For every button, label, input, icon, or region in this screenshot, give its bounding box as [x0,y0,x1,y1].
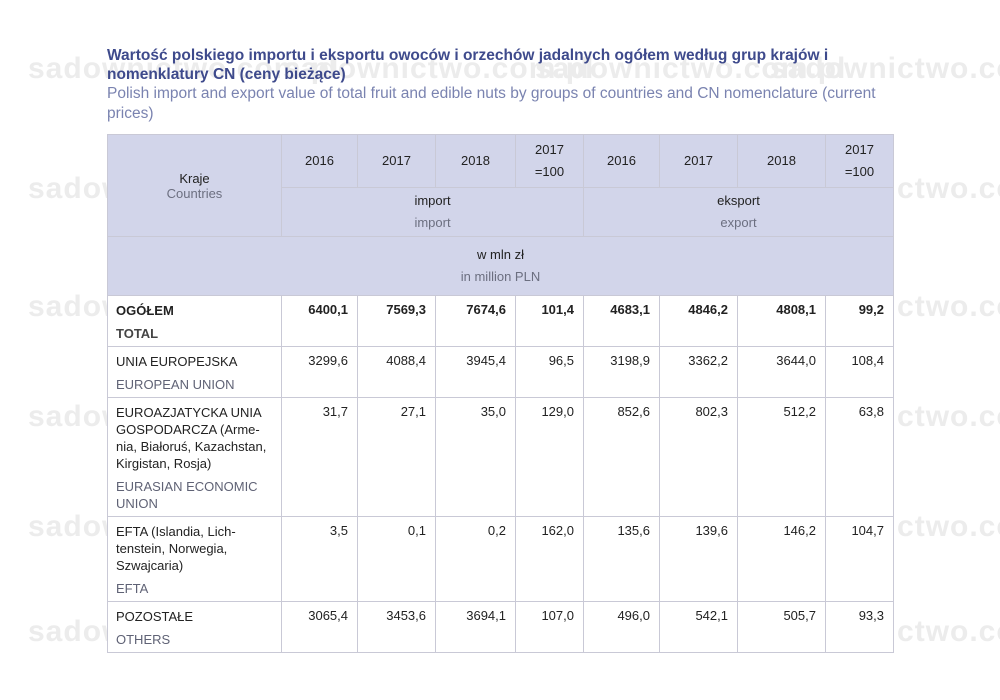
row-label-en: OTHERS [116,632,171,647]
watermark: sadownictwo.com.pl [28,52,340,85]
table-cell: 3198,9 [583,346,660,398]
table-cell: 99,2 [825,295,894,347]
year-header: 2016 [281,134,358,188]
table-cell: 3644,0 [737,346,826,398]
year-header: 2017 [659,134,738,188]
row-label-en: EFTA [116,581,149,596]
table-cell: 27,1 [357,397,436,517]
row-label-pl: EUROAZJATYCKA UNIA GOSPODARCZA (Arme-nia… [116,405,267,471]
table-cell: 107,0 [515,601,584,653]
table-cell: 4088,4 [357,346,436,398]
table-cell: 135,6 [583,516,660,602]
table-cell: 505,7 [737,601,826,653]
table-cell: 4683,1 [583,295,660,347]
index-header: 2017 =100 [515,134,584,188]
row-label: EFTA (Islandia, Lich-tenstein, Norwegia,… [107,516,282,602]
table-cell: 104,7 [825,516,894,602]
table-cell: 96,5 [515,346,584,398]
table-cell: 3945,4 [435,346,516,398]
year-header: 2018 [737,134,826,188]
table-row: UNIA EUROPEJSKA EUROPEAN UNION 3299,6 40… [107,346,894,398]
row-label-pl: POZOSTAŁE [116,609,194,624]
index-header: 2017 =100 [825,134,894,188]
table-cell: 146,2 [737,516,826,602]
year-header: 2018 [435,134,516,188]
table-cell: 101,4 [515,295,584,347]
table-row: EFTA (Islandia, Lich-tenstein, Norwegia,… [107,516,894,602]
countries-header-en: Countries [166,185,223,201]
table-cell: 108,4 [825,346,894,398]
unit-label-pl: w mln zł [477,247,524,262]
table-cell: 3362,2 [659,346,738,398]
table-cell: 162,0 [515,516,584,602]
title-polish: Wartość polskiego importu i eksportu owo… [107,47,829,83]
table-cell: 496,0 [583,601,660,653]
table-cell: 852,6 [583,397,660,517]
row-label: UNIA EUROPEJSKA EUROPEAN UNION [107,346,282,398]
countries-header: Kraje Countries [107,134,282,237]
row-label: EUROAZJATYCKA UNIA GOSPODARCZA (Arme-nia… [107,397,282,517]
watermark: sadownictwo.com.pl [770,52,1000,85]
table-cell: 139,6 [659,516,738,602]
table-container: Wartość polskiego importu i eksportu owo… [107,46,894,653]
table-row: POZOSTAŁE OTHERS 3065,4 3453,6 3694,1 10… [107,601,894,653]
table-cell: 7674,6 [435,295,516,347]
table-cell: 3694,1 [435,601,516,653]
unit-label-en: in million PLN [460,269,541,284]
table-row: EUROAZJATYCKA UNIA GOSPODARCZA (Arme-nia… [107,397,894,517]
row-label: POZOSTAŁE OTHERS [107,601,282,653]
watermark: sadownictwo.com.pl [535,52,847,85]
row-label-pl: EFTA (Islandia, Lich-tenstein, Norwegia,… [116,524,236,573]
table-cell: 512,2 [737,397,826,517]
import-group-header: import import [281,187,584,237]
data-table: Kraje Countries 2016 2017 2018 2017 =100… [107,134,894,653]
table-cell: 6400,1 [281,295,358,347]
table-cell: 3,5 [281,516,358,602]
row-label-pl: UNIA EUROPEJSKA [116,354,238,369]
row-label: OGÓŁEM TOTAL [107,295,282,347]
table-cell: 0,1 [357,516,436,602]
table-cell: 129,0 [515,397,584,517]
unit-header: w mln zł in million PLN [107,236,894,296]
countries-header-pl: Kraje [179,170,210,186]
table-row: OGÓŁEM TOTAL 6400,1 7569,3 7674,6 101,4 … [107,295,894,347]
row-label-en: TOTAL [116,326,159,341]
row-label-en: EURASIAN ECONOMIC UNION [116,479,258,511]
export-label-pl: eksport [717,193,760,208]
row-label-pl: OGÓŁEM [116,303,174,318]
import-label-pl: import [414,193,451,208]
table-cell: 542,1 [659,601,738,653]
table-cell: 63,8 [825,397,894,517]
table-cell: 35,0 [435,397,516,517]
table-cell: 3065,4 [281,601,358,653]
table-cell: 4846,2 [659,295,738,347]
row-label-en: EUROPEAN UNION [116,377,235,392]
title-english: Polish import and export value of total … [107,85,876,122]
table-cell: 4808,1 [737,295,826,347]
table-cell: 31,7 [281,397,358,517]
table-cell: 0,2 [435,516,516,602]
year-header: 2016 [583,134,660,188]
year-header: 2017 [357,134,436,188]
export-group-header: eksport export [583,187,894,237]
table-cell: 802,3 [659,397,738,517]
table-cell: 93,3 [825,601,894,653]
table-cell: 7569,3 [357,295,436,347]
export-label-en: export [720,215,757,230]
table-cell: 3299,6 [281,346,358,398]
import-label-en: import [414,215,451,230]
watermark: sadownictwo.com.pl [283,52,595,85]
table-cell: 3453,6 [357,601,436,653]
